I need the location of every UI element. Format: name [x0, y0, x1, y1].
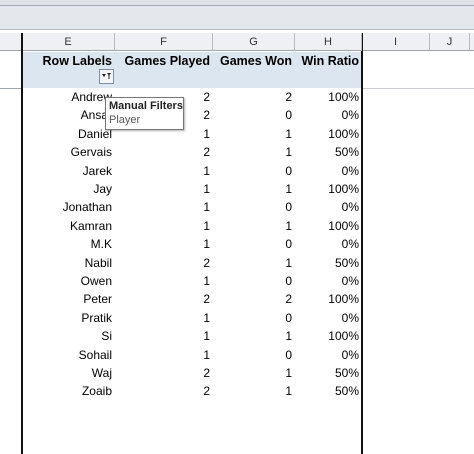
- header-cell: Row Labels: [42, 54, 112, 68]
- data-cell: Pratik: [81, 310, 112, 325]
- data-cell: Zoaib: [81, 384, 112, 399]
- data-cell: 50%: [334, 145, 359, 160]
- pivot-header-bg: [22, 52, 362, 88]
- tooltip-text: Player: [109, 114, 141, 126]
- data-cell: Peter: [83, 292, 112, 307]
- header-cell: Win Ratio: [301, 54, 359, 68]
- data-cell: Nabil: [84, 255, 112, 270]
- row-line: [362, 88, 474, 89]
- data-cell: 100%: [328, 218, 359, 233]
- data-cell: 1: [285, 126, 292, 141]
- data-cell: 1: [203, 163, 210, 178]
- data-cell: 2: [203, 145, 210, 160]
- tooltip: Manual Filters Player: [105, 97, 184, 130]
- border-line: [21, 33, 23, 454]
- data-cell: 1: [203, 347, 210, 362]
- data-cell: Daniel: [77, 126, 112, 141]
- formula-area: [0, 6, 474, 30]
- data-cell: M.K: [90, 237, 112, 252]
- data-cell: 1: [285, 182, 292, 196]
- data-cell: Andrew: [71, 90, 112, 104]
- data-cell: 1: [285, 366, 292, 380]
- data-cell: 50%: [334, 384, 359, 399]
- filter-icon: [102, 73, 111, 79]
- data-cell: 1: [203, 126, 210, 141]
- data-cell: 100%: [328, 90, 359, 104]
- data-cell: 0: [285, 200, 292, 215]
- data-cell: 0: [285, 310, 292, 325]
- data-cell: 0%: [341, 163, 359, 178]
- data-cell: 0%: [341, 347, 359, 362]
- filter-button[interactable]: [99, 69, 114, 84]
- data-cell: 1: [285, 218, 292, 233]
- data-cell: Owen: [80, 274, 112, 288]
- data-cell: 0: [285, 108, 292, 123]
- data-cell: 100%: [328, 182, 359, 196]
- data-cell: 2: [203, 384, 210, 399]
- column-header: J: [430, 33, 470, 51]
- data-cell: Kamran: [69, 218, 112, 233]
- data-cell: 50%: [334, 255, 359, 270]
- data-cell: Jay: [93, 182, 112, 196]
- data-cell: 2: [285, 90, 292, 104]
- data-cell: 0: [285, 274, 292, 288]
- data-cell: 0: [285, 347, 292, 362]
- data-cell: Jonathan: [62, 200, 112, 215]
- column-header-row: [0, 33, 474, 51]
- data-cell: Si: [101, 329, 112, 344]
- data-cell: 1: [203, 182, 210, 196]
- data-cell: 1: [203, 218, 210, 233]
- data-cell: 1: [203, 310, 210, 325]
- data-cell: 2: [203, 108, 210, 123]
- ribbon-strip: [0, 0, 474, 6]
- data-cell: Gervais: [70, 145, 112, 160]
- header-cell: Games Played: [124, 54, 210, 68]
- data-cell: 2: [203, 255, 210, 270]
- data-cell: Waj: [91, 366, 112, 380]
- border-line: [361, 33, 363, 454]
- data-cell: 2: [285, 292, 292, 307]
- data-cell: 1: [203, 200, 210, 215]
- data-cell: 1: [203, 329, 210, 344]
- tooltip-title: Manual Filters: [109, 100, 183, 112]
- data-cell: Ansar: [80, 108, 112, 123]
- data-cell: 0: [285, 163, 292, 178]
- data-cell: 2: [203, 366, 210, 380]
- column-header: H: [295, 33, 362, 51]
- row-line: [0, 88, 22, 89]
- data-cell: 0%: [341, 200, 359, 215]
- column-header: I: [362, 33, 430, 51]
- data-cell: 0%: [341, 108, 359, 123]
- data-cell: 0%: [341, 274, 359, 288]
- data-cell: 100%: [328, 329, 359, 344]
- data-cell: Sohail: [78, 347, 112, 362]
- data-cell: 100%: [328, 126, 359, 141]
- data-cell: 2: [203, 90, 210, 104]
- data-cell: 0%: [341, 310, 359, 325]
- data-cell: 1: [285, 145, 292, 160]
- column-header: G: [213, 33, 295, 51]
- column-header: E: [22, 33, 115, 51]
- data-cell: 1: [285, 255, 292, 270]
- data-cell: 1: [203, 274, 210, 288]
- data-cell: 1: [285, 384, 292, 399]
- data-cell: 1: [203, 237, 210, 252]
- data-cell: Jarek: [82, 163, 112, 178]
- data-cell: 100%: [328, 292, 359, 307]
- data-cell: 0: [285, 237, 292, 252]
- column-header: F: [115, 33, 213, 51]
- data-cell: 50%: [334, 366, 359, 380]
- header-cell: Games Won: [219, 54, 292, 68]
- data-cell: 1: [285, 329, 292, 344]
- data-cell: 2: [203, 292, 210, 307]
- data-cell: 0%: [341, 237, 359, 252]
